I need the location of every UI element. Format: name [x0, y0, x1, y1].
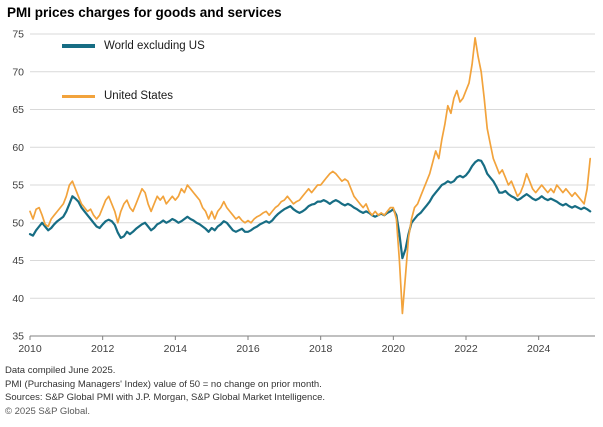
y-axis-tick-label: 75 [12, 29, 24, 41]
pmi-line-chart: 35 40 45 50 55 60 65 70 75 2010 2012 2014 2016 2018 20… [12, 29, 595, 355]
y-axis-tick-label: 45 [12, 255, 24, 267]
x-axis-tick-label: 2010 [18, 343, 42, 355]
x-axis-tick-label: 2012 [91, 343, 115, 355]
x-axis-tick-label: 2016 [236, 343, 260, 355]
footnote-copyright: © 2025 S&P Global. [5, 405, 90, 417]
footnotes: Data compiled June 2025. PMI (Purchasing… [5, 364, 325, 418]
world-excluding-us-line-swatch [62, 44, 95, 48]
x-axis-tick-label: 2024 [527, 343, 551, 355]
x-axis-tick-label: 2014 [164, 343, 188, 355]
y-axis-tick-label: 55 [12, 180, 24, 192]
united-states-line-swatch [62, 94, 95, 98]
series-line-world-excluding-us [28, 159, 592, 260]
y-axis-tick-label: 50 [12, 217, 24, 229]
series-line-united-states [29, 36, 592, 315]
x-axis-tick-label: 2020 [382, 343, 406, 355]
legend-label: World excluding US [104, 40, 205, 52]
legend-item-united-states: United States [62, 90, 173, 102]
x-axis-tick-label: 2018 [309, 343, 333, 355]
y-axis-tick-label: 40 [12, 293, 24, 305]
y-axis-tick-label: 35 [12, 331, 24, 343]
legend-item-world-excluding-us: World excluding US [62, 40, 205, 52]
chart-title: PMI prices charges for goods and service… [7, 5, 282, 20]
x-axis-tick-label: 2022 [454, 343, 478, 355]
y-axis-tick-label: 65 [12, 104, 24, 116]
y-axis-tick-label: 60 [12, 142, 24, 154]
legend-label: United States [104, 90, 174, 102]
footnote-data-compiled: Data compiled June 2025. [5, 365, 116, 376]
footnote-sources: Sources: S&P Global PMI with J.P. Morgan… [5, 392, 325, 403]
footnote-pmi-definition: PMI (Purchasing Managers' Index) value o… [5, 378, 322, 390]
y-axis-tick-label: 70 [12, 66, 24, 78]
